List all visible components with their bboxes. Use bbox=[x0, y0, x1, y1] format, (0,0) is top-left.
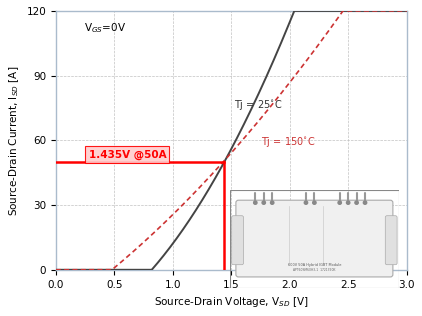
FancyBboxPatch shape bbox=[236, 200, 393, 277]
Circle shape bbox=[355, 201, 358, 204]
Circle shape bbox=[338, 201, 341, 204]
Text: 600V 50A Hybrid IGBT Module: 600V 50A Hybrid IGBT Module bbox=[288, 263, 341, 267]
X-axis label: Source-Drain Voltage, V$_{SD}$ [V]: Source-Drain Voltage, V$_{SD}$ [V] bbox=[154, 295, 308, 309]
FancyBboxPatch shape bbox=[385, 216, 397, 265]
Text: Tj = 150$^{\circ}$C: Tj = 150$^{\circ}$C bbox=[260, 135, 315, 149]
Circle shape bbox=[363, 201, 367, 204]
Circle shape bbox=[346, 201, 350, 204]
Text: V$_{GS}$=0V: V$_{GS}$=0V bbox=[84, 21, 126, 35]
Circle shape bbox=[262, 201, 265, 204]
Text: APT60SM60H3-1  1721390K: APT60SM60H3-1 1721390K bbox=[293, 268, 335, 271]
Circle shape bbox=[304, 201, 308, 204]
Circle shape bbox=[313, 201, 316, 204]
Y-axis label: Source-Drain Current, I$_{SD}$ [A]: Source-Drain Current, I$_{SD}$ [A] bbox=[7, 65, 21, 216]
Text: Tj = 25$^{\circ}$C: Tj = 25$^{\circ}$C bbox=[234, 98, 282, 112]
Text: 1.435V @50A: 1.435V @50A bbox=[89, 149, 166, 160]
Circle shape bbox=[271, 201, 274, 204]
FancyBboxPatch shape bbox=[232, 216, 243, 265]
Circle shape bbox=[254, 201, 257, 204]
